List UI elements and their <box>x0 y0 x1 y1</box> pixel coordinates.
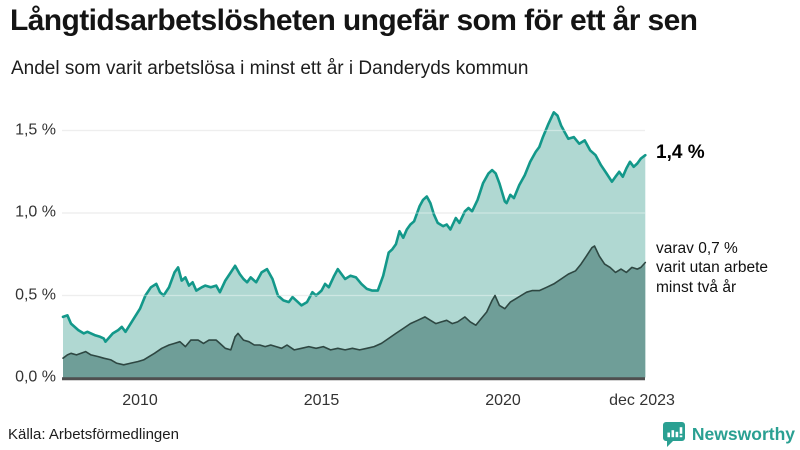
source-caption: Källa: Arbetsförmedlingen <box>8 426 179 443</box>
y-tick-label: 1,0 % <box>15 203 56 221</box>
y-tick-label: 0,5 % <box>15 286 56 304</box>
x-tick-label: 2010 <box>122 392 158 409</box>
page-title: Långtidsarbetslösheten ungefär som för e… <box>10 4 698 37</box>
x-tick-label: 2015 <box>303 392 340 409</box>
newsworthy-logo-icon <box>662 422 685 447</box>
area-subset <box>63 246 646 378</box>
y-tick-label: 0,0 % <box>15 368 56 386</box>
chart-subtitle: Andel som varit arbetslösa i minst ett å… <box>11 58 529 79</box>
newsworthy-brand-text: Newsworthy <box>691 423 795 444</box>
subset-label-line3: minst två år <box>656 278 737 296</box>
end-value-label-subset: varav 0,7 % varit utan arbete minst två … <box>656 239 800 297</box>
x-tick-label: 2020 <box>485 392 521 409</box>
line-total <box>61 111 647 343</box>
subset-label-line1: varav 0,7 % <box>656 240 738 257</box>
x-tick-label: dec 2023 <box>609 392 675 409</box>
newsworthy-brand: Newsworthy <box>662 421 795 447</box>
line-subset <box>62 245 647 366</box>
subset-label-line2: varit utan arbete <box>656 259 769 277</box>
y-tick-label: 1,5 % <box>15 121 56 139</box>
end-value-label-total: 1,4 % <box>656 142 705 163</box>
